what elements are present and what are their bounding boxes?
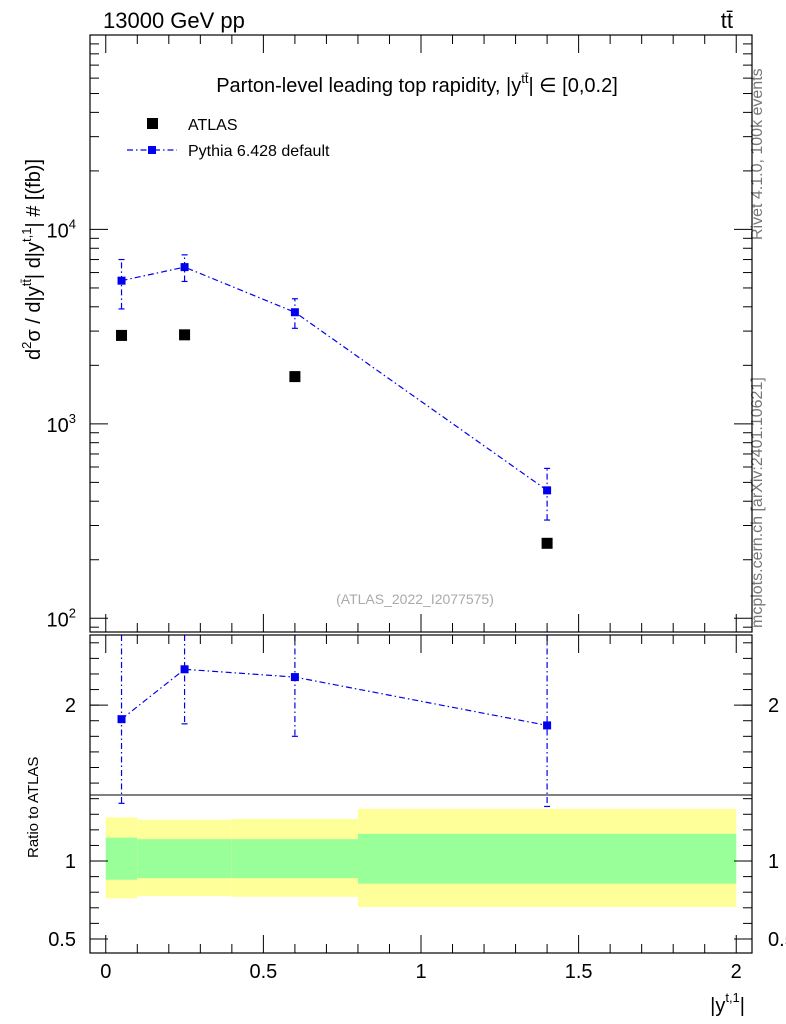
ratio-inner-band xyxy=(231,839,358,879)
main-title: Parton-level leading top rapidity, |ytt̄… xyxy=(216,71,618,97)
pythia-point xyxy=(180,263,189,272)
main-ylabel: d2σ / d|ytt̄| d|yt,1| # [(fb)] xyxy=(19,159,45,360)
x-tick-label: 2 xyxy=(731,961,742,983)
main-y-tick-label: 103 xyxy=(47,411,76,437)
ratio-panel: 0.5 0.5 1 1 2 2 0 0.5 1 1.5 2 Ratio to ATLAS |yt,1… xyxy=(25,634,786,1017)
pythia-point xyxy=(290,308,299,317)
analysis-watermark: (ATLAS_2022_I2077575) xyxy=(336,591,494,607)
ratio-pythia-line xyxy=(121,668,548,727)
ratio-y-tick-label: 1 xyxy=(65,851,76,873)
main-y-tick-label: 102 xyxy=(47,605,76,631)
ratio-y-tick-label: 0.5 xyxy=(48,929,76,951)
legend-atlas-marker xyxy=(147,118,158,129)
x-tick-label: 1.5 xyxy=(565,961,593,983)
legend-atlas-label: ATLAS xyxy=(188,117,238,134)
energy-label: 13000 GeV pp xyxy=(103,8,245,33)
main-ticks: 102 103 104 xyxy=(47,35,752,632)
atlas-point xyxy=(116,329,128,341)
main-panel: 102 103 104 Parton-level leading top rapid… xyxy=(19,34,753,633)
legend: ATLAS Pythia 6.428 default xyxy=(127,117,330,160)
atlas-point xyxy=(541,537,553,549)
legend-pythia-label: Pythia 6.428 default xyxy=(188,143,330,160)
ratio-point xyxy=(543,721,552,730)
pythia-line xyxy=(121,266,548,491)
ratio-y-tick-label-right: 0.5 xyxy=(768,929,786,951)
rivet-label: Rivet 4.1.0, 100k events xyxy=(749,68,766,240)
x-axis-label: |yt,1| xyxy=(710,990,745,1017)
source-label: mcplots.cern.ch [arXiv:2401.10621] xyxy=(749,377,766,628)
ratio-ticks: 0.5 0.5 1 1 2 2 0 0.5 1 1.5 2 xyxy=(48,635,786,983)
ratio-y-tick-label-right: 1 xyxy=(768,851,779,873)
atlas-point xyxy=(289,371,301,383)
ratio-bands xyxy=(105,808,737,908)
main-series-layer xyxy=(116,254,553,549)
ratio-ylabel: Ratio to ATLAS xyxy=(25,757,42,858)
ratio-series-layer xyxy=(117,635,552,808)
atlas-point xyxy=(179,329,191,341)
ratio-inner-band xyxy=(357,833,737,884)
main-y-tick-label: 104 xyxy=(47,216,76,242)
pythia-point xyxy=(117,276,126,285)
process-label: tt̄ xyxy=(721,8,733,33)
legend-pythia-marker xyxy=(148,146,156,154)
ratio-point xyxy=(180,665,189,674)
ratio-y-tick-label-right: 2 xyxy=(768,695,779,717)
ratio-y-tick-label: 2 xyxy=(65,695,76,717)
ratio-inner-band xyxy=(137,839,232,879)
ratio-point xyxy=(117,715,126,724)
x-tick-label: 1 xyxy=(415,961,426,983)
ratio-inner-band xyxy=(105,837,138,880)
x-tick-label: 0 xyxy=(100,961,111,983)
x-tick-label: 0.5 xyxy=(249,961,277,983)
ratio-point xyxy=(290,673,299,682)
pythia-point xyxy=(543,486,552,495)
